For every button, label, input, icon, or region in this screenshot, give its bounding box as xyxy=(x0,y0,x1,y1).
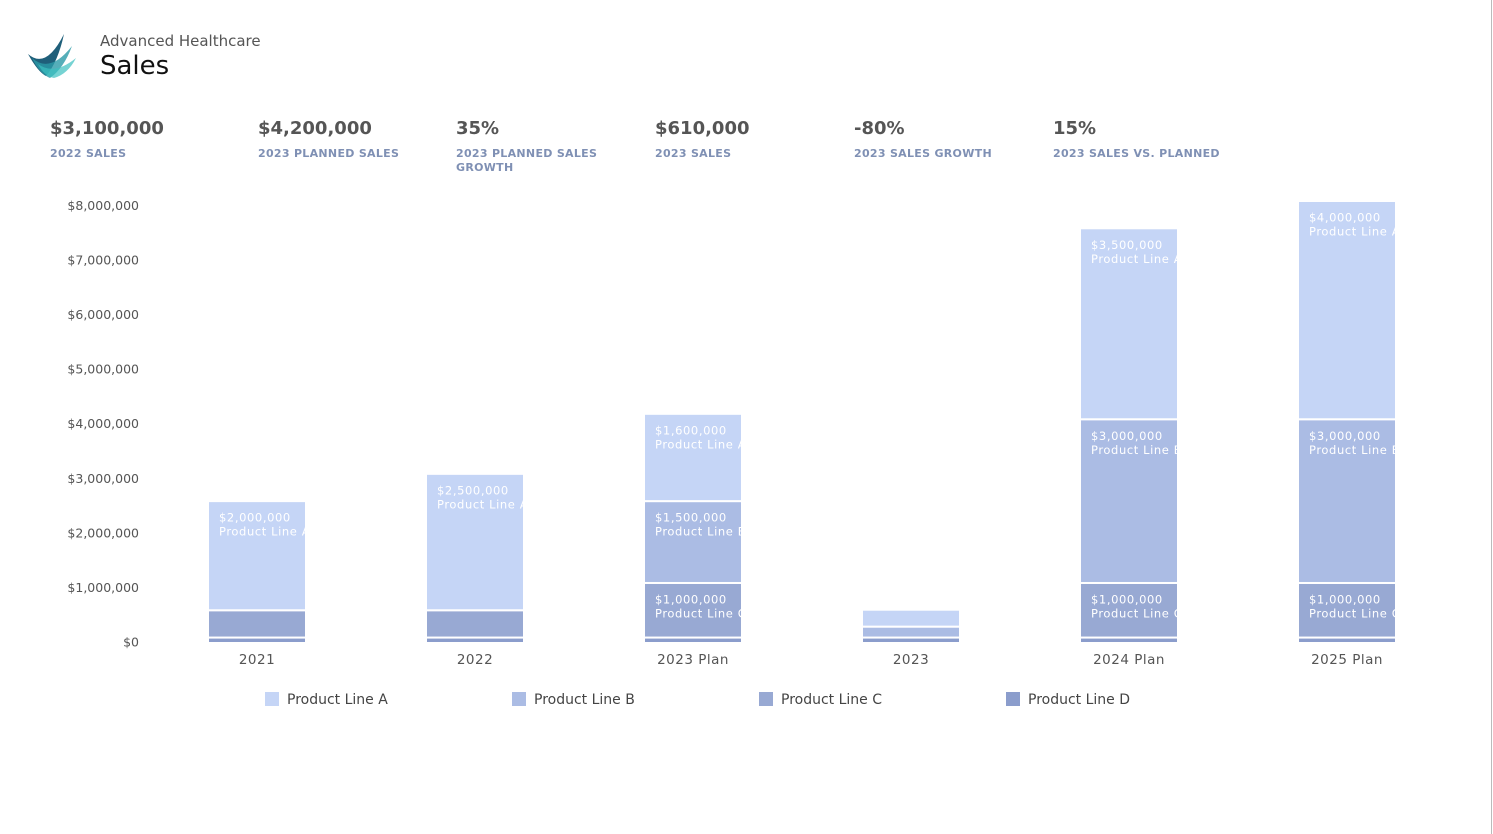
kpi-label: 2023 PLANNED SALES xyxy=(258,147,400,160)
data-label-name: Product Line B xyxy=(1091,443,1182,457)
kpi: 35% 2023 PLANNED SALES GROWTH xyxy=(456,118,626,175)
y-tick-label: $1,000,000 xyxy=(67,580,139,595)
bar-segment xyxy=(643,500,743,584)
edge xyxy=(1491,0,1492,834)
kpi: $4,200,000 2023 PLANNED SALES xyxy=(258,118,428,161)
kpi: -80% 2023 SALES GROWTH xyxy=(854,118,1024,161)
data-label-name: Product Line A xyxy=(1309,225,1400,239)
x-tick-label: 2023 xyxy=(893,652,929,668)
bar-segment xyxy=(1297,581,1397,639)
data-label-name: Product Line A xyxy=(655,437,746,451)
data-label-name: Product Line A xyxy=(437,497,528,511)
kpi-value: 15% xyxy=(1053,118,1097,139)
title: Sales xyxy=(100,51,170,81)
x-tick-label: 2025 Plan xyxy=(1311,652,1383,668)
kpi: $610,000 2023 SALES xyxy=(655,118,825,161)
y-tick-label: $8,000,000 xyxy=(67,198,139,213)
data-label: $1,000,000 xyxy=(655,592,727,606)
logo xyxy=(28,34,76,78)
kpi-value: $3,100,000 xyxy=(50,118,164,139)
data-label: $1,000,000 xyxy=(1309,592,1381,606)
legend-label: Product Line B xyxy=(534,692,635,708)
legend-swatch xyxy=(759,692,773,706)
kpi-value: $610,000 xyxy=(655,118,750,139)
bar-segment xyxy=(861,625,961,639)
kpi: 15% 2023 SALES VS. PLANNED xyxy=(1053,118,1223,161)
kpi-value: -80% xyxy=(854,118,905,139)
x-tick-label: 2023 Plan xyxy=(657,652,729,668)
data-label-name: Product Line A xyxy=(1091,252,1182,266)
bar-segment xyxy=(1297,200,1397,421)
kpi-label: 2023 PLANNED SALES GROWTH xyxy=(456,147,598,174)
data-label: $3,000,000 xyxy=(1091,429,1163,443)
data-label-name: Product Line B xyxy=(655,525,746,539)
data-label: $1,500,000 xyxy=(655,511,727,525)
kpi-label: 2023 SALES VS. PLANNED xyxy=(1053,147,1220,160)
kpi-label: 2023 SALES xyxy=(655,147,732,160)
bar-segment xyxy=(207,609,307,639)
y-tick-label: $2,000,000 xyxy=(67,525,139,540)
data-label-name: Product Line C xyxy=(1309,606,1400,620)
bar-segment xyxy=(425,609,525,639)
data-label: $1,000,000 xyxy=(1091,592,1163,606)
data-label-name: Product Line C xyxy=(655,606,746,620)
kpi-value: $4,200,000 xyxy=(258,118,372,139)
x-tick-label: 2022 xyxy=(457,652,493,668)
data-label: $2,000,000 xyxy=(219,511,291,525)
legend-swatch xyxy=(1006,692,1020,706)
data-label: $4,000,000 xyxy=(1309,211,1381,225)
data-label-name: Product Line A xyxy=(219,525,310,539)
x-tick-label: 2024 Plan xyxy=(1093,652,1165,668)
y-tick-label: $7,000,000 xyxy=(67,253,139,268)
bar-segment xyxy=(425,472,525,612)
bar-segment xyxy=(1079,227,1179,421)
legend-label: Product Line D xyxy=(1028,692,1130,708)
kpi-label: 2023 SALES GROWTH xyxy=(854,147,992,160)
bar-segment xyxy=(1297,418,1397,584)
data-label: $2,500,000 xyxy=(437,483,509,497)
y-tick-label: $4,000,000 xyxy=(67,416,139,431)
data-label-name: Product Line B xyxy=(1309,443,1400,457)
bar-segment xyxy=(643,412,743,503)
legend-swatch xyxy=(265,692,279,706)
data-label: $3,500,000 xyxy=(1091,238,1163,252)
legend-label: Product Line A xyxy=(287,692,388,708)
x-tick-label: 2021 xyxy=(239,652,275,668)
kpi-value: 35% xyxy=(456,118,500,139)
legend-swatch xyxy=(512,692,526,706)
data-label-name: Product Line C xyxy=(1091,606,1182,620)
legend-label: Product Line C xyxy=(781,692,882,708)
bar-segment xyxy=(207,500,307,612)
subtitle: Advanced Healthcare xyxy=(100,32,261,50)
y-tick-label: $6,000,000 xyxy=(67,307,139,322)
data-label: $3,000,000 xyxy=(1309,429,1381,443)
kpi: $3,100,000 2022 SALES xyxy=(50,118,220,161)
y-tick-label: $5,000,000 xyxy=(67,362,139,377)
y-tick-label: $0 xyxy=(123,635,139,650)
y-tick-label: $3,000,000 xyxy=(67,471,139,486)
kpi-label: 2022 SALES xyxy=(50,147,127,160)
bar-segment xyxy=(1079,418,1179,584)
data-label: $1,600,000 xyxy=(655,423,727,437)
bar-segment xyxy=(861,608,961,628)
